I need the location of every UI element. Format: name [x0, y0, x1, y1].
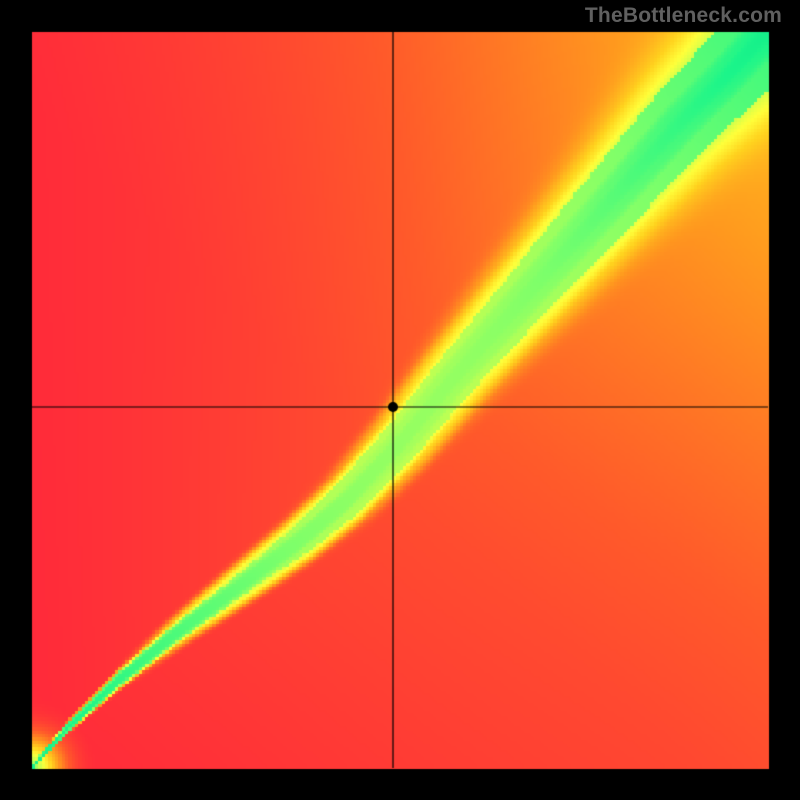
watermark-text: TheBottleneck.com — [585, 4, 782, 28]
heatmap-canvas — [0, 0, 800, 800]
chart-container: TheBottleneck.com — [0, 0, 800, 800]
